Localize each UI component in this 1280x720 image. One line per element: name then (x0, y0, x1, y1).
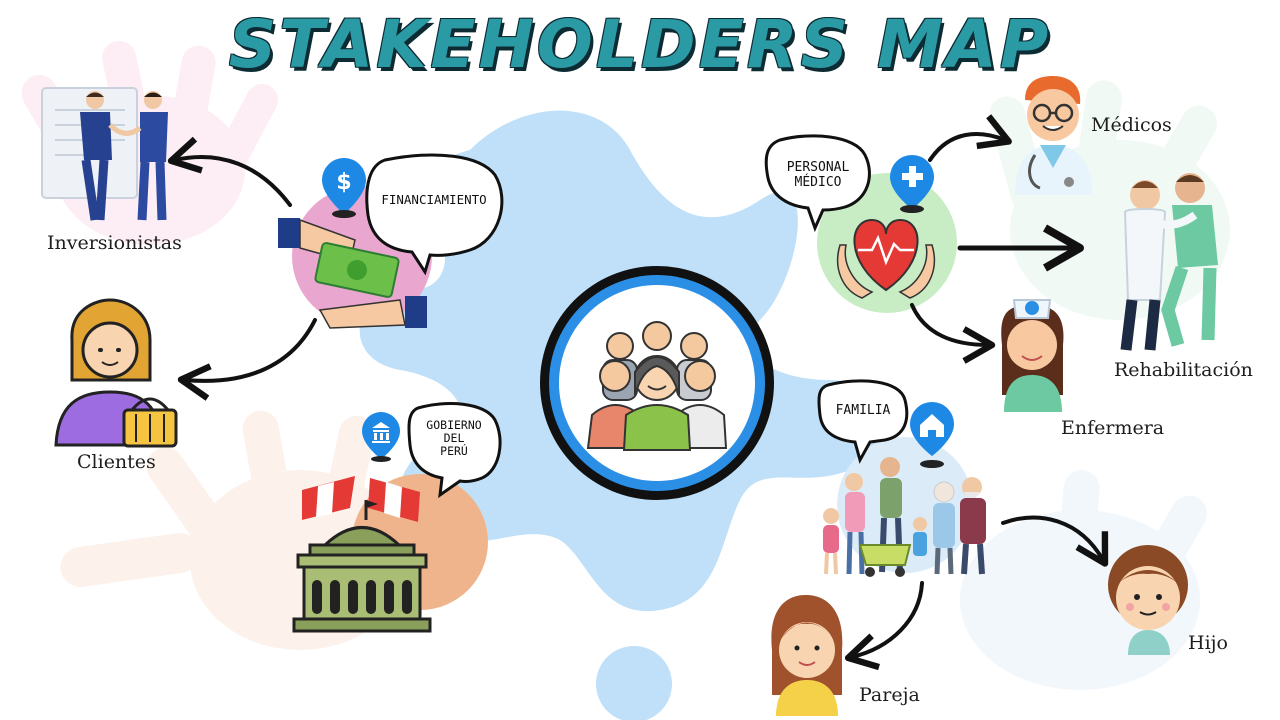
label-medicos: Médicos (1091, 114, 1172, 136)
home-pin-icon (910, 402, 954, 468)
client-illustration (54, 298, 178, 448)
investors-illustration (41, 87, 168, 221)
connector-arrows (167, 114, 1109, 671)
arrow-to-hijo (1001, 515, 1109, 567)
arrow-to-inversionistas (167, 136, 292, 207)
label-enfermera: Enfermera (1061, 417, 1165, 439)
bubble-financiamiento (365, 153, 504, 276)
medical-pin-icon (890, 155, 934, 213)
bubble-line: GOBIERNO (426, 418, 482, 432)
arrow-to-enfermera (910, 303, 996, 364)
label-pareja: Pareja (859, 684, 920, 706)
partner-illustration (771, 595, 843, 716)
nurse-illustration (1001, 299, 1064, 412)
svg-text:$: $ (336, 170, 351, 195)
center-node (540, 266, 774, 500)
bubble-line: PERÚ (440, 444, 468, 459)
people-group-icon (586, 321, 728, 451)
page-title: STAKEHOLDERS MAP (228, 6, 1052, 83)
arrow-to-clientes (177, 318, 317, 401)
bubble-gobierno (407, 402, 502, 499)
label-clientes: Clientes (77, 451, 156, 473)
bubble-familia (817, 379, 909, 464)
bubble-text-gobierno: GOBIERNO DEL PERÚ (410, 418, 498, 459)
bubble-text-financiamiento: FINANCIAMIENTO (381, 192, 487, 207)
rehab-illustration (1120, 173, 1218, 351)
label-hijo: Hijo (1188, 632, 1228, 654)
bank-pin-icon (362, 412, 400, 462)
dollar-pin-icon: $ (322, 158, 366, 218)
label-rehabilitacion: Rehabilitación (1114, 359, 1253, 381)
bubble-text-familia: FAMILIA (835, 403, 891, 418)
label-inversionistas: Inversionistas (47, 232, 182, 254)
money-hands-icon (278, 218, 427, 329)
bubble-line: PERSONAL (786, 160, 850, 175)
bubble-text-personal-medico: PERSONAL MÉDICO (768, 160, 868, 191)
doctor-illustration (1015, 76, 1092, 195)
family-icon (823, 457, 986, 577)
government-building-icon (292, 476, 432, 633)
bubble-personal-medico (764, 134, 871, 233)
arrow-to-medicos (928, 114, 1012, 162)
arrow-to-pareja (844, 581, 924, 671)
bubble-line: MÉDICO (794, 174, 842, 190)
heart-care-icon (836, 218, 936, 299)
son-illustration (1108, 545, 1188, 655)
bubble-line: DEL (443, 431, 465, 446)
